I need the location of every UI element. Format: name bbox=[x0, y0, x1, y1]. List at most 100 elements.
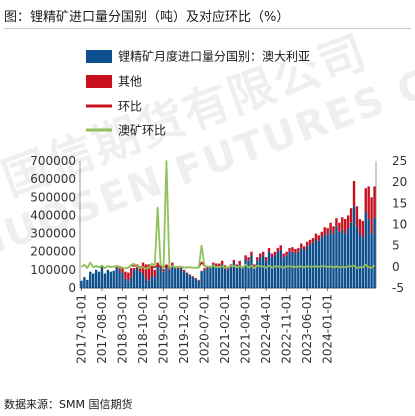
bar-other bbox=[317, 235, 321, 241]
bar-australia bbox=[165, 266, 168, 288]
bar-other bbox=[247, 257, 250, 261]
bar-australia bbox=[373, 217, 376, 288]
bar-other bbox=[238, 260, 241, 265]
bar-australia bbox=[297, 251, 300, 288]
bar-australia bbox=[232, 262, 236, 288]
chart-title: 图：锂精矿进口量分国别（吨）及对应环比（%） bbox=[4, 10, 290, 25]
bar-australia bbox=[124, 278, 127, 288]
bar-australia bbox=[323, 233, 326, 288]
bar-australia bbox=[223, 268, 227, 288]
x-tick-label: 2023-06-01 bbox=[300, 294, 314, 364]
bar-australia bbox=[317, 240, 321, 288]
y2-tick-label: 10 bbox=[392, 218, 407, 232]
bar-australia bbox=[212, 264, 215, 288]
bar-australia bbox=[282, 257, 285, 288]
bar-australia bbox=[341, 229, 344, 288]
bar-other bbox=[203, 268, 206, 270]
bar-other bbox=[285, 251, 288, 256]
bar-other bbox=[182, 269, 186, 272]
bar-other bbox=[300, 243, 303, 249]
bar-other bbox=[147, 264, 151, 281]
bar-australia bbox=[352, 206, 356, 288]
bar-australia bbox=[171, 266, 174, 288]
bar-australia bbox=[367, 219, 370, 288]
bar-australia bbox=[361, 237, 365, 288]
bar-other bbox=[320, 231, 323, 238]
y-tick-label: 600000 bbox=[30, 172, 76, 186]
bar-australia bbox=[335, 226, 338, 288]
bar-australia bbox=[303, 249, 306, 288]
bar-australia bbox=[264, 260, 268, 288]
bar-australia bbox=[329, 229, 332, 288]
bar-other bbox=[358, 219, 362, 234]
legend-label-0: 锂精矿月度进口量分国别：澳大利亚 bbox=[118, 49, 310, 64]
bar-other bbox=[344, 219, 347, 234]
bar-australia bbox=[244, 258, 247, 288]
bar-other bbox=[226, 268, 230, 270]
bar-other bbox=[200, 270, 203, 272]
x-tick-label: 2021-02-01 bbox=[218, 294, 232, 364]
x-tick-label: 2018-03-01 bbox=[116, 294, 130, 364]
bar-australia bbox=[285, 255, 288, 288]
bar-other bbox=[361, 220, 365, 238]
bar-australia bbox=[349, 222, 353, 288]
bar-australia bbox=[259, 257, 262, 288]
bar-other bbox=[267, 248, 271, 252]
bar-other bbox=[197, 279, 200, 281]
y-tick-label: 300000 bbox=[30, 227, 76, 241]
bar-other bbox=[244, 255, 247, 259]
bar-other bbox=[250, 251, 253, 256]
bar-australia bbox=[130, 277, 133, 288]
bar-australia bbox=[200, 271, 203, 288]
x-tick-label: 2019-12-01 bbox=[177, 294, 191, 364]
bar-other bbox=[194, 278, 197, 279]
bar-australia bbox=[241, 268, 244, 288]
bar-other bbox=[370, 197, 373, 234]
bar-other bbox=[138, 266, 142, 272]
bar-australia bbox=[185, 273, 189, 288]
bar-australia bbox=[182, 271, 186, 288]
bar-other bbox=[332, 226, 335, 234]
bar-australia bbox=[156, 266, 159, 288]
bar-australia bbox=[138, 271, 142, 288]
bar-australia bbox=[358, 233, 362, 288]
bar-other bbox=[326, 228, 329, 236]
bar-other bbox=[270, 253, 274, 258]
bar-other bbox=[341, 217, 344, 230]
bar-australia bbox=[338, 231, 341, 288]
bar-australia bbox=[94, 269, 98, 288]
bar-other bbox=[308, 239, 312, 245]
y-tick-label: 100000 bbox=[30, 263, 76, 277]
bar-australia bbox=[261, 255, 265, 288]
bars bbox=[80, 180, 376, 288]
bar-australia bbox=[109, 271, 112, 288]
y-tick-label: 200000 bbox=[30, 245, 76, 259]
bar-other bbox=[314, 233, 318, 240]
bar-other bbox=[291, 247, 294, 252]
bar-australia bbox=[91, 273, 95, 288]
bar-australia bbox=[326, 235, 329, 288]
bar-other bbox=[264, 257, 268, 261]
y-tick-label: 500000 bbox=[30, 190, 76, 204]
bar-other bbox=[276, 248, 280, 252]
bar-australia bbox=[206, 268, 209, 288]
bar-australia bbox=[294, 253, 297, 288]
bar-australia bbox=[159, 268, 162, 288]
x-tick-label: 2022-11-01 bbox=[280, 294, 294, 364]
bar-australia bbox=[168, 269, 171, 288]
bar-australia bbox=[346, 228, 350, 288]
bar-other bbox=[305, 241, 309, 247]
bar-other bbox=[273, 251, 277, 256]
bar-australia bbox=[218, 267, 221, 288]
bar-australia bbox=[291, 251, 294, 288]
y2-tick-label: 25 bbox=[392, 154, 407, 168]
bar-australia bbox=[229, 266, 233, 288]
bar-other bbox=[323, 227, 326, 234]
bar-australia bbox=[209, 268, 212, 288]
bar-australia bbox=[300, 248, 303, 288]
bar-other bbox=[232, 259, 236, 263]
bar-australia bbox=[176, 268, 180, 288]
x-tick-label: 2017-01-01 bbox=[74, 294, 88, 364]
